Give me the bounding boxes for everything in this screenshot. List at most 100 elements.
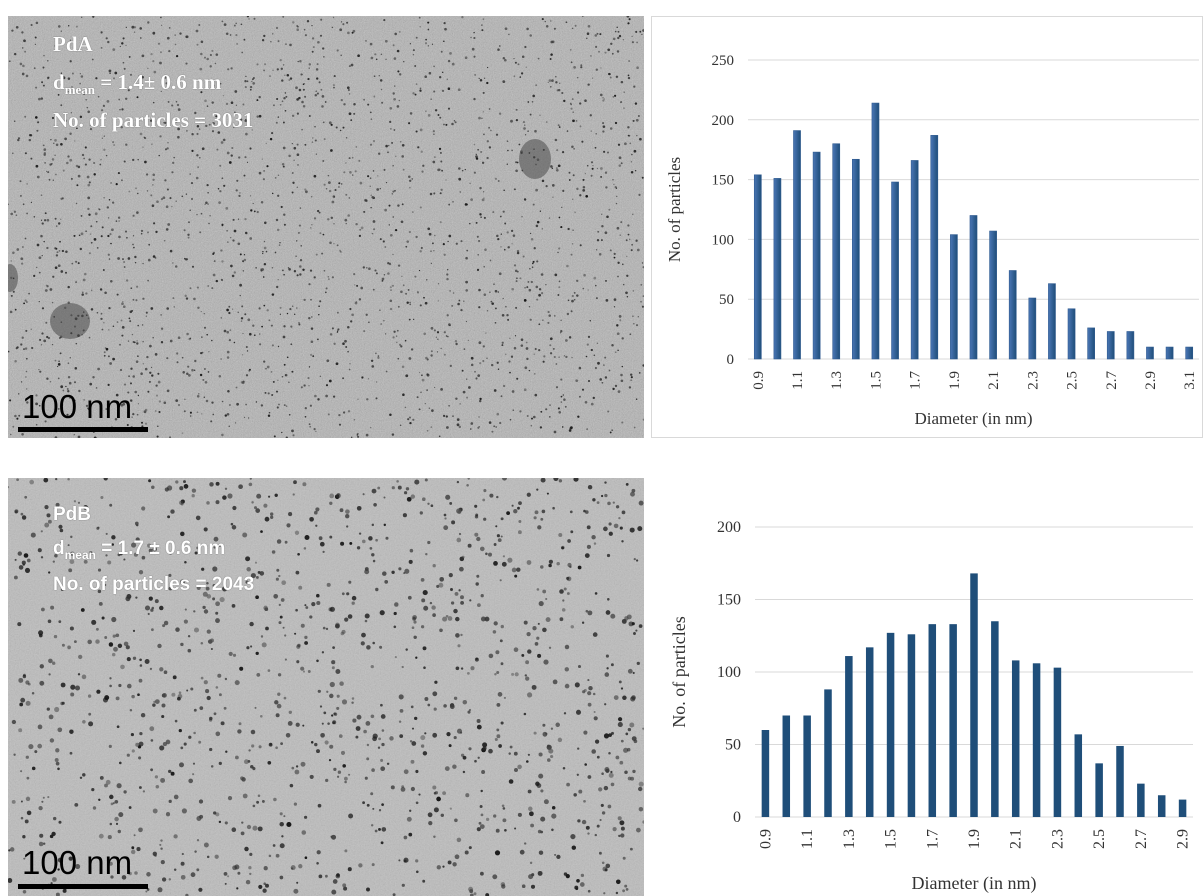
scale-bar-label-pdb: 100 nm (22, 844, 133, 881)
sample-label-pda: PdA (53, 32, 93, 56)
dmean-subscript: mean (64, 547, 96, 562)
histogram-pda-svg: 0 50 100 150 200 250 0.9 1.1 1.3 1.5 1.7 1.9 2.1 2.3 2… (665, 53, 1199, 428)
scale-bar-label-pda: 100 nm (22, 388, 133, 425)
y-tick-label: 150 (712, 173, 735, 189)
x-tick-label: 1.5 (869, 371, 885, 390)
x-tick-label: 1.1 (799, 829, 816, 849)
x-tick-label: 2.5 (1065, 371, 1081, 390)
histogram-pda: 0 50 100 150 200 250 0.9 1.1 1.3 1.5 1.7 1.9 2.1 2.3 2… (651, 16, 1203, 438)
y-axis-title: No. of particles (669, 616, 689, 727)
x-tick-label: 3.1 (1182, 371, 1198, 390)
histogram-bar (1074, 734, 1083, 817)
dmean-value: = 1.4± 0.6 nm (95, 70, 222, 94)
histogram-bar (824, 689, 832, 817)
histogram-bar (1032, 663, 1041, 817)
histogram-bar (845, 656, 853, 817)
dmean-symbol: d (53, 70, 65, 94)
histogram-bar (950, 234, 958, 360)
x-tick-label: 0.9 (751, 371, 767, 390)
x-tick-label: 1.3 (829, 371, 845, 390)
histogram-bar (1165, 346, 1174, 360)
y-tick-label: 250 (712, 53, 735, 69)
x-tick-label: 2.1 (986, 371, 1002, 390)
histogram-bar (761, 730, 770, 817)
histogram-bar (1053, 667, 1062, 817)
x-tick-label: 1.3 (841, 829, 858, 849)
x-tick-label: 2.7 (1133, 829, 1150, 849)
y-tick-label: 150 (717, 592, 741, 609)
histogram-bar (891, 181, 899, 360)
histogram-bar (832, 143, 841, 360)
histogram-bar (1106, 331, 1115, 360)
histogram-bar (886, 632, 895, 817)
x-tick-label: 2.3 (1049, 829, 1066, 849)
x-tick-label: 1.1 (790, 371, 806, 390)
y-tick-label: 100 (712, 232, 735, 248)
dmean-subscript: mean (64, 82, 96, 98)
y-axis-title: No. of particles (665, 157, 684, 262)
histogram-bar (1011, 660, 1020, 817)
histogram-bar (1185, 346, 1194, 360)
histogram-bar (930, 135, 939, 360)
histogram-bar (1008, 270, 1017, 360)
x-tick-label: 1.7 (908, 371, 924, 390)
histogram-bar (907, 634, 916, 817)
histogram-bar (773, 178, 782, 360)
dmean-symbol: d (53, 538, 65, 559)
histogram-bar (1048, 283, 1056, 360)
dmean-label-pdb: dmean = 1.7 ± 0.6 nm (53, 538, 225, 562)
histogram-bar (793, 130, 801, 360)
histogram-bar (1178, 799, 1187, 817)
tem-micrograph-pdb: PdB dmean = 1.7 ± 0.6 nm No. of particle… (8, 478, 644, 896)
x-axis-title: Diameter (in nm) (912, 873, 1037, 894)
histogram-bar (949, 624, 957, 817)
x-tick-label: 2.9 (1143, 371, 1159, 390)
histogram-bar (782, 715, 791, 817)
scale-bar-pdb (18, 884, 148, 889)
histogram-bar (1028, 297, 1037, 360)
tem-image-pdb (8, 478, 644, 896)
histogram-bar (1087, 327, 1095, 360)
histogram-bar (1126, 331, 1135, 360)
histogram-bar (1116, 745, 1124, 817)
histogram-bar (865, 647, 874, 817)
y-tick-label: 200 (717, 519, 741, 536)
tem-micrograph-pda: PdA dmean = 1.4± 0.6 nm No. of particles… (8, 16, 644, 438)
histogram-bar (910, 160, 919, 360)
x-tick-label: 1.9 (947, 371, 963, 390)
y-tick-label: 50 (719, 292, 734, 308)
y-tick-label: 100 (717, 664, 741, 681)
x-tick-label: 2.5 (1091, 829, 1108, 849)
histogram-bar (970, 573, 978, 817)
histogram-bar (1157, 795, 1166, 817)
histogram-bar (812, 151, 821, 360)
histogram-bar (969, 215, 978, 360)
x-tick-label: 0.9 (757, 829, 774, 849)
x-tick-label: 2.9 (1175, 829, 1192, 849)
x-tick-label: 2.3 (1025, 371, 1041, 390)
histogram-bar (1095, 763, 1103, 817)
histogram-bar (852, 158, 860, 360)
histogram-bar (753, 174, 762, 360)
scale-bar-pda (18, 427, 148, 432)
y-tick-label: 200 (712, 113, 735, 129)
particle-count-pda: No. of particles = 3031 (53, 108, 254, 132)
x-tick-label: 2.7 (1104, 371, 1120, 390)
y-tick-label: 0 (733, 809, 741, 826)
histogram-bar (1137, 783, 1145, 817)
y-tick-label: 0 (727, 352, 735, 368)
histogram-bar (1067, 308, 1076, 360)
histogram-bar (871, 102, 880, 360)
dmean-value: = 1.7 ± 0.6 nm (95, 538, 226, 559)
histogram-pdb: 0 50 100 150 200 0.9 1.1 1.3 1.5 1.7 1.9 2.1 2.3 2.5 2… (651, 478, 1203, 896)
x-tick-label: 1.5 (883, 829, 900, 849)
histogram-bar (1146, 346, 1154, 360)
histogram-bar (989, 230, 997, 360)
tem-image-pda (8, 16, 644, 438)
dmean-label-pda: dmean = 1.4± 0.6 nm (53, 70, 221, 98)
x-tick-label: 2.1 (1008, 829, 1025, 849)
x-tick-label: 1.7 (924, 829, 941, 849)
x-axis-title: Diameter (in nm) (914, 409, 1032, 428)
particle-count-pdb: No. of particles = 2043 (53, 574, 255, 595)
histogram-pdb-svg: 0 50 100 150 200 0.9 1.1 1.3 1.5 1.7 1.9 2.1 2.3 2.5 2… (669, 519, 1193, 894)
